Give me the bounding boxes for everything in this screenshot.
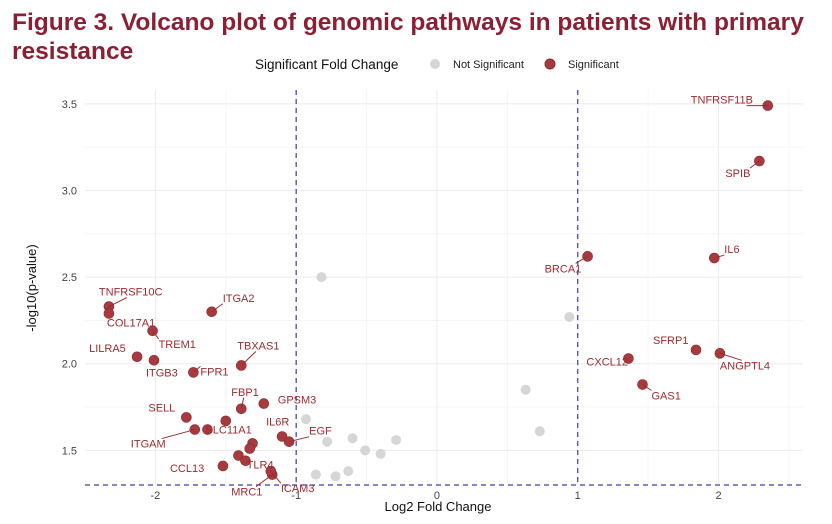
- y-tick-label: 2.5: [62, 272, 77, 284]
- point-ccl13: [217, 460, 229, 472]
- gene-label-fpr1: FPR1: [200, 366, 228, 378]
- gene-label-col17a1: COL17A1: [107, 317, 155, 329]
- gene-label-tbxas1: TBXAS1: [237, 340, 279, 352]
- legend-label-significant: Significant: [568, 59, 619, 71]
- point-significant: [220, 415, 232, 427]
- x-tick-label: 0: [434, 490, 440, 502]
- x-tick-label: 1: [575, 490, 581, 502]
- threshold-lines: [85, 90, 803, 486]
- y-tick-label: 3.0: [62, 185, 77, 197]
- leader-line-itga2: [211, 303, 223, 313]
- point-not-significant: [375, 448, 386, 459]
- point-slc11a1: [202, 424, 213, 435]
- gene-label-angptl4: ANGPTL4: [720, 360, 770, 372]
- leader-line-fbp1: [240, 397, 245, 409]
- point-not-significant: [316, 272, 327, 283]
- leader-line-egf: [289, 436, 310, 443]
- point-not-significant: [330, 471, 341, 482]
- y-tick-label: 1.5: [62, 445, 77, 457]
- point-significant: [240, 455, 251, 467]
- gene-label-itgb3: ITGB3: [146, 367, 178, 379]
- legend-title: Significant Fold Change: [255, 57, 398, 72]
- point-not-significant: [343, 466, 354, 477]
- gene-label-brca1: BRCA1: [545, 263, 582, 275]
- gene-label-gpsm3: GPSM3: [278, 395, 317, 407]
- point-sfrp1: [690, 344, 702, 356]
- point-not-significant: [534, 426, 545, 437]
- point-not-significant: [310, 469, 321, 480]
- point-not-significant: [347, 433, 358, 444]
- gene-label-il6r: IL6R: [266, 416, 289, 428]
- gene-label-mrc1: MRC1: [231, 487, 262, 499]
- gene-label-gas1: GAS1: [652, 391, 681, 403]
- leader-line-tnfrsf10c: [108, 297, 128, 308]
- gene-label-trem1: TREM1: [159, 339, 196, 351]
- gene-label-itga2: ITGA2: [223, 293, 255, 305]
- point-not-significant: [391, 434, 402, 445]
- legend-swatch-not-significant: [430, 59, 440, 69]
- x-tick-label: -2: [151, 490, 161, 502]
- y-axis-label: -log10(p-value): [24, 244, 39, 331]
- gene-label-tnfrsf10c: TNFRSF10C: [99, 287, 163, 299]
- leader-line-icam3: [270, 470, 282, 484]
- leader-line-trem1: [152, 330, 159, 340]
- point-not-significant: [301, 414, 312, 425]
- gene-label-sfrp1: SFRP1: [653, 335, 688, 347]
- leader-line-spib: [749, 160, 760, 169]
- legend-label-not-significant: Not Significant: [453, 59, 524, 71]
- gene-label-ccl13: CCL13: [170, 463, 204, 475]
- legend-swatch-significant: [544, 58, 556, 70]
- legend: Significant Fold Change Not Significant …: [255, 57, 619, 72]
- gene-label-icam3: ICAM3: [281, 483, 315, 495]
- point-tlr4: [244, 443, 256, 454]
- y-tick-label: 2.0: [62, 359, 77, 371]
- data-points: [103, 100, 774, 482]
- leader-line-itgam: [161, 429, 195, 440]
- gene-label-egf: EGF: [309, 426, 332, 438]
- gene-label-spib: SPIB: [725, 168, 750, 180]
- axis-ticks: -2 -1 0 1 2 1.5 2.0 2.5 3.0 3.5: [62, 99, 722, 502]
- gridlines: [85, 90, 803, 485]
- point-cxcl12: [623, 353, 634, 364]
- x-tick-label: -1: [291, 490, 301, 502]
- x-axis-label: Log2 Fold Change: [385, 499, 492, 514]
- point-not-significant: [360, 445, 371, 456]
- gene-label-slc11a1: SLC11A1: [205, 425, 251, 437]
- gene-label-il6: IL6: [724, 244, 739, 256]
- gene-label-fbp1: FBP1: [231, 387, 259, 399]
- gene-label-cxcl12: CXCL12: [586, 357, 628, 369]
- gene-label-lilra5: LILRA5: [89, 343, 126, 355]
- point-sell: [181, 412, 192, 423]
- gene-labels: TNFRSF11B SPIB IL6 BRCA1 SFRP1 ANGPTL4 CXCL12 G…: [89, 95, 770, 499]
- gene-label-itgam: ITGAM: [131, 439, 166, 451]
- leader-line-gas1: [642, 384, 652, 391]
- gene-label-tnfrsf11b: TNFRSF11B: [691, 95, 753, 107]
- y-tick-label: 3.5: [62, 99, 77, 111]
- leader-line-brca1: [575, 255, 588, 264]
- gene-label-sell: SELL: [148, 402, 175, 414]
- leader-line-fpr1: [193, 366, 201, 373]
- point-not-significant: [322, 436, 333, 447]
- x-tick-label: 2: [715, 490, 721, 502]
- leader-line-tbxas1: [240, 351, 257, 366]
- leader-line-il6: [714, 254, 725, 259]
- leader-line-angptl4: [719, 352, 742, 361]
- figure-title: Figure 3. Volcano plot of genomic pathwa…: [12, 9, 804, 65]
- point-lilra5: [131, 351, 143, 363]
- point-not-significant: [564, 311, 575, 322]
- point-not-significant: [520, 384, 531, 395]
- leader-line-mrc1: [255, 474, 273, 488]
- point-col17a1: [103, 308, 115, 319]
- gene-label-tlr4: TLR4: [247, 460, 274, 472]
- point-gpsm3: [258, 398, 270, 409]
- point-itgb3: [148, 354, 160, 366]
